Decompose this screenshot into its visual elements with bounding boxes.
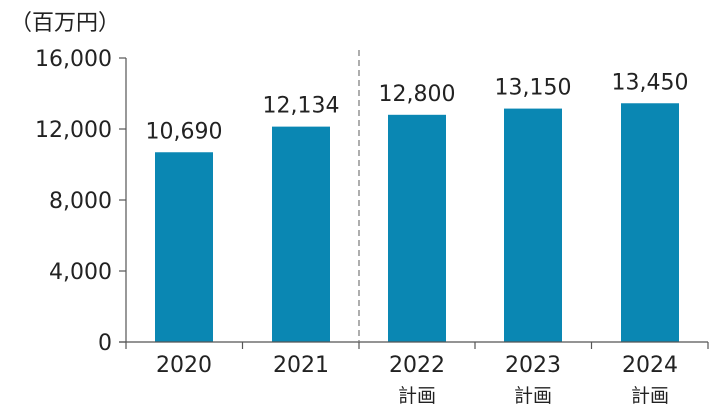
- x-tick-label-2020: 2020: [156, 353, 212, 378]
- x-tick-label-2022: 2022: [389, 353, 445, 378]
- y-tick-label-16000: 16,000: [35, 47, 112, 72]
- unit-label: （百万円）: [10, 11, 120, 36]
- x-sublabel-2023: 計画: [514, 385, 552, 407]
- y-tick-label-0: 0: [98, 331, 112, 356]
- x-tick-label-2021: 2021: [273, 353, 329, 378]
- data-label-2022: 12,800: [379, 82, 456, 107]
- bar-2020: [155, 152, 213, 342]
- data-label-2023: 13,150: [495, 76, 572, 101]
- data-label-2024: 13,450: [612, 70, 689, 95]
- y-tick-label-12000: 12,000: [35, 118, 112, 143]
- x-sublabel-2022: 計画: [398, 385, 436, 407]
- x-sublabel-2024: 計画: [631, 385, 669, 407]
- bar-2021: [272, 126, 330, 343]
- data-label-2020: 10,690: [146, 119, 223, 144]
- data-label-2021: 12,134: [263, 94, 340, 119]
- bar-2024: [621, 103, 679, 342]
- x-tick-label-2024: 2024: [622, 353, 678, 378]
- bar-2022: [388, 114, 446, 342]
- x-tick-label-2023: 2023: [505, 353, 561, 378]
- y-tick-label-8000: 8,000: [49, 189, 112, 214]
- bar-2023: [504, 108, 562, 343]
- y-tick-label-4000: 4,000: [49, 260, 112, 285]
